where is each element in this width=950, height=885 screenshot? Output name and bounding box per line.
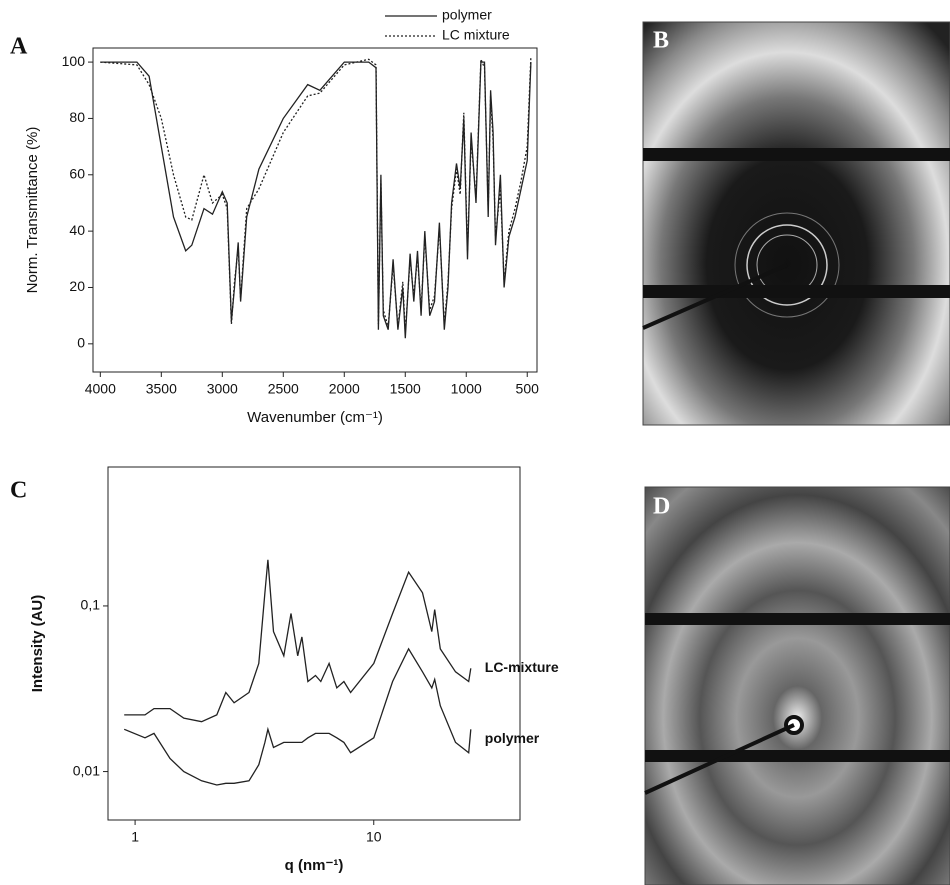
data-line [124,559,472,723]
panel-label: D [653,494,670,520]
x-axis-label: q (nm⁻¹) [285,857,344,874]
data-line [123,647,472,786]
x-axis-label: Wavenumber (cm⁻¹) [247,409,383,426]
y-tick-label: 20 [69,278,85,294]
y-tick-label: 60 [69,165,85,181]
image-b: B [642,21,950,426]
x-tick-label: 2000 [329,381,360,397]
x-tick-label: 3000 [207,381,238,397]
x-tick-label: 3500 [146,381,177,397]
legend-label: LC mixture [442,27,510,43]
panel-label: C [10,478,27,504]
series-label: polymer [485,730,540,746]
y-tick-label: 80 [69,109,85,125]
y-axis-label: Norm. Transmittance (%) [24,127,41,294]
image-d: D [644,486,950,885]
y-axis-label: Intensity (AU) [29,595,46,693]
series-label: LC-mixture [485,659,559,675]
legend-label: polymer [442,7,492,23]
y-tick-label: 0,01 [73,762,100,778]
panel-label: B [653,28,669,54]
plot-frame [107,466,521,821]
y-tick-label: 100 [62,53,86,69]
x-tick-label: 500 [516,381,540,397]
x-tick-label: 4000 [85,381,116,397]
x-tick-label: 1000 [451,381,482,397]
y-tick-label: 0,1 [81,597,101,613]
panel-label: A [10,34,28,60]
data-line [100,56,532,333]
plot-frame [92,47,538,373]
x-tick-label: 10 [366,829,382,845]
y-tick-label: 0 [77,335,85,351]
x-tick-label: 1 [131,829,139,845]
y-tick-label: 40 [69,222,85,238]
x-tick-label: 1500 [390,381,421,397]
x-tick-label: 2500 [268,381,299,397]
data-line [100,61,532,339]
